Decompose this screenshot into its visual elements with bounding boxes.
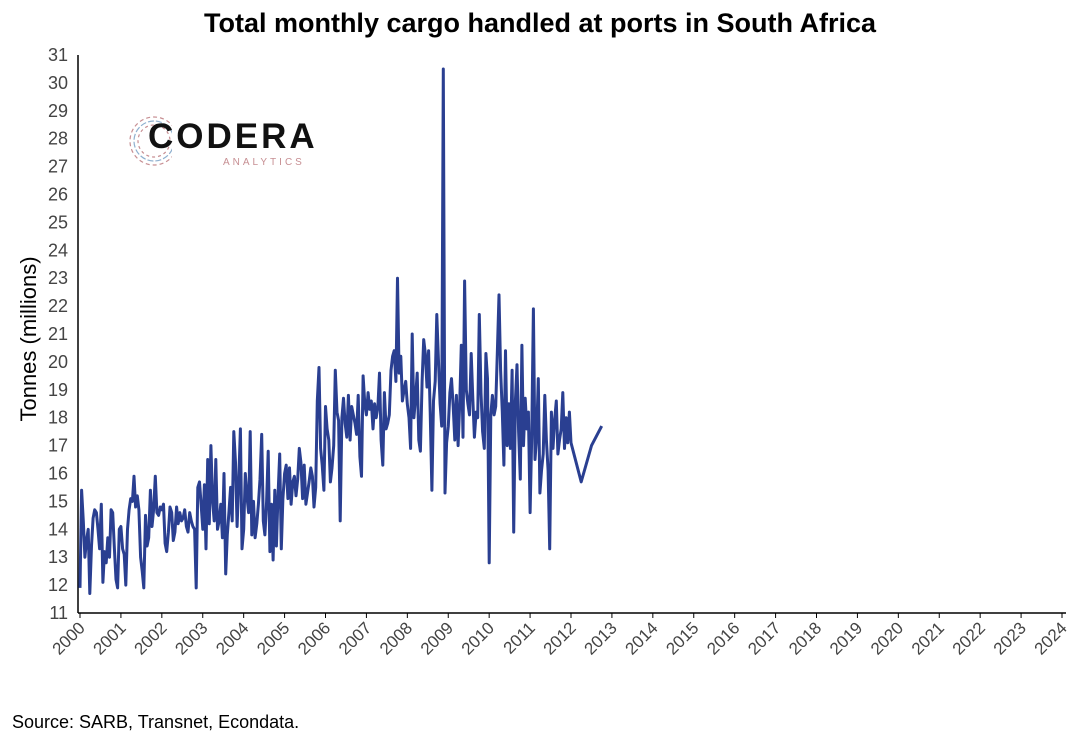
y-ticks: 11 12 13 14 15 16 17 18 19 20 21 22 23 24 25 26 27 28 29 30… [48, 45, 68, 623]
y-tick-label: 22 [48, 296, 68, 316]
y-tick-label: 18 [48, 408, 68, 428]
x-tick-label: 2000 [49, 618, 89, 658]
y-tick-label: 20 [48, 352, 68, 372]
y-tick-label: 27 [48, 157, 68, 177]
x-tick-label: 2008 [376, 618, 416, 658]
y-tick-label: 12 [48, 575, 68, 595]
y-tick-label: 28 [48, 129, 68, 149]
x-tick-label: 2010 [458, 618, 498, 658]
x-tick-label: 2005 [253, 618, 293, 658]
x-tick-label: 2016 [703, 618, 743, 658]
x-tick-label: 2012 [540, 618, 580, 658]
x-tick-label: 2013 [581, 618, 621, 658]
x-tick-label: 2021 [908, 618, 948, 658]
y-tick-label: 13 [48, 547, 68, 567]
x-tick-label: 2011 [500, 618, 539, 657]
x-ticks: 2000 2001 2002 2003 2004 2005 2006 2007 2008 2009… [49, 613, 1071, 659]
x-tick-label: 2024 [1031, 618, 1071, 658]
x-tick-label: 2001 [90, 618, 130, 658]
x-tick-label: 2007 [335, 618, 375, 658]
y-tick-label: 24 [48, 240, 68, 260]
y-tick-label: 21 [48, 324, 68, 344]
y-tick-label: 23 [48, 268, 68, 288]
y-tick-label: 19 [48, 380, 68, 400]
line-chart: 1112131415161718192021222324252627282930… [48, 45, 1071, 659]
x-tick-label: 2004 [212, 618, 252, 658]
y-tick-label: 26 [48, 185, 68, 205]
codera-logo: CODERA ANALYTICS [126, 104, 336, 174]
x-tick-label: 2020 [867, 618, 907, 658]
x-tick-label: 2015 [662, 618, 702, 658]
y-tick-label: 17 [48, 436, 68, 456]
y-tick-label: 14 [48, 519, 68, 539]
source-note: Source: SARB, Transnet, Econdata. [12, 712, 300, 732]
logo-mark-icon [129, 116, 172, 166]
y-tick-label: 30 [48, 73, 68, 93]
x-tick-label: 2014 [621, 618, 661, 658]
x-tick-label: 2023 [990, 618, 1030, 658]
x-tick-label: 2006 [294, 618, 334, 658]
logo-name: CODERA [148, 117, 318, 156]
y-tick-label: 25 [48, 212, 68, 232]
y-tick-label: 29 [48, 101, 68, 121]
x-tick-label: 2018 [785, 618, 825, 658]
logo-subtitle: ANALYTICS [223, 157, 305, 168]
y-tick-label: 11 [49, 603, 68, 623]
x-tick-label: 2002 [130, 618, 170, 658]
x-tick-label: 2003 [171, 618, 211, 658]
x-tick-label: 2009 [417, 618, 457, 658]
x-tick-label: 2017 [744, 618, 784, 658]
chart-title: Total monthly cargo handled at ports in … [203, 8, 877, 38]
y-tick-label: 16 [48, 464, 68, 484]
x-tick-label: 2022 [949, 618, 989, 658]
y-tick-label: 31 [48, 45, 68, 65]
axes [77, 55, 1066, 614]
series-line [78, 67, 604, 595]
y-tick-label: 15 [48, 491, 68, 511]
x-tick-label: 2019 [826, 618, 866, 658]
